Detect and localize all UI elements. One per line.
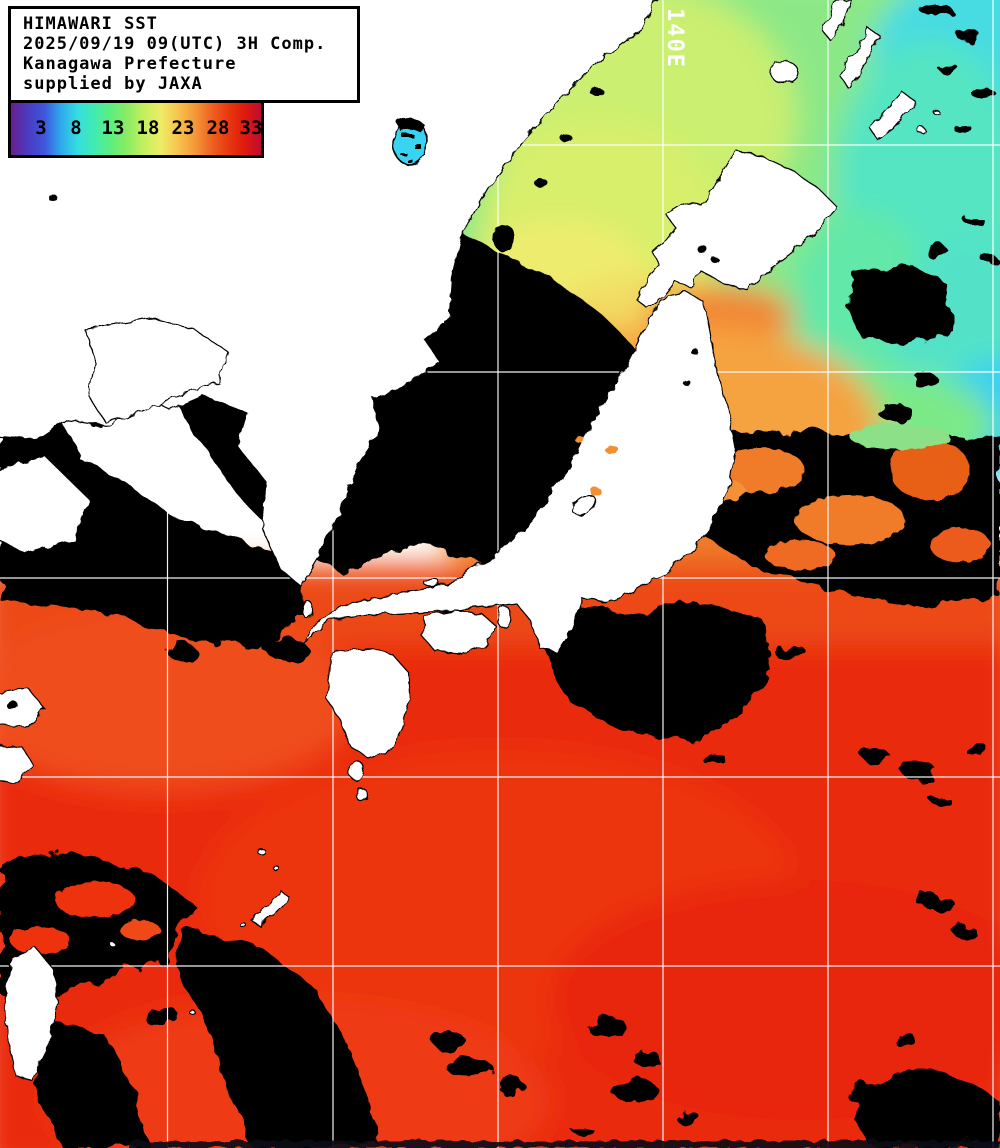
grid-label-40n: 40N (0, 354, 44, 384)
colorbar-tick: 13 (101, 117, 125, 139)
coastal-cloud-specks (6, 88, 718, 709)
colorbar-tick: 3 (35, 117, 47, 139)
grid-label-140e: 140E (662, 8, 687, 69)
temperature-colorbar: 3 8 13 18 23 28 33 (8, 100, 264, 158)
colorbar-tick: 18 (136, 117, 160, 139)
bottom-data-edge (128, 1141, 1000, 1148)
colorbar-tick: 33 (239, 117, 263, 139)
title-box: HIMAWARI SST 2025/09/19 09(UTC) 3H Comp.… (8, 6, 360, 103)
source-line: supplied by JAXA (23, 74, 203, 94)
colorbar-gradient (11, 103, 261, 155)
region-line: Kanagawa Prefecture (23, 54, 237, 74)
cold-lake (392, 117, 428, 166)
datetime-line: 2025/09/19 09(UTC) 3H Comp. (23, 34, 327, 54)
product-title: HIMAWARI SST (23, 14, 158, 34)
colorbar-tick: 28 (206, 117, 230, 139)
colorbar-tick: 23 (171, 117, 195, 139)
colorbar-tick: 8 (70, 117, 82, 139)
